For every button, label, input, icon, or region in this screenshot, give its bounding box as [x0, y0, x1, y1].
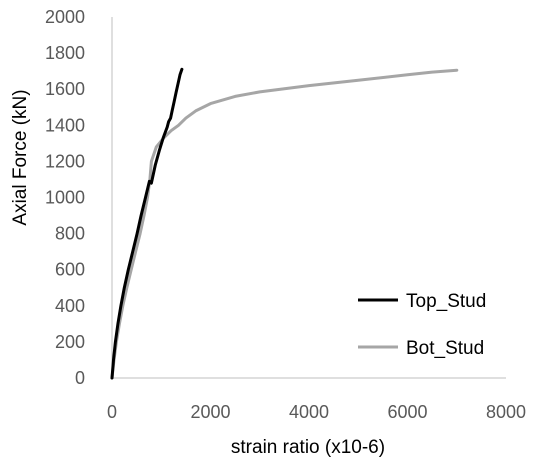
y-tick-label: 1600	[45, 79, 85, 99]
legend-label: Bot_Stud	[406, 338, 484, 359]
legend-label: Top_Stud	[406, 291, 486, 312]
x-axis-title: strain ratio (x10-6)	[231, 437, 385, 458]
y-tick-label: 1800	[45, 43, 85, 63]
y-tick-label: 400	[55, 296, 85, 316]
x-tick-label: 4000	[289, 402, 329, 422]
x-tick-label: 0	[107, 402, 117, 422]
y-tick-label: 2000	[45, 7, 85, 27]
y-tick-label: 1200	[45, 151, 85, 171]
y-tick-label: 600	[55, 260, 85, 280]
y-tick-label: 800	[55, 224, 85, 244]
series-layer	[110, 67, 459, 380]
y-tick-labels: 0 200 400 600 800 1000 1200 1400 1600 1800 2000	[45, 7, 85, 388]
x-tick-label: 6000	[387, 402, 427, 422]
y-tick-label: 1400	[45, 115, 85, 135]
x-tick-label: 8000	[486, 402, 526, 422]
y-tick-label: 200	[55, 332, 85, 352]
y-tick-label: 0	[75, 368, 85, 388]
x-tick-labels: 0 2000 4000 6000 8000	[107, 402, 526, 422]
series-line-bot-stud	[110, 68, 459, 380]
plot-area: 0 200 400 600 800 1000 1200 1400 1600 1800 2000 0 2…	[45, 7, 526, 422]
x-tick-label: 2000	[190, 402, 230, 422]
y-axis-title: Axial Force (kN)	[10, 89, 31, 225]
y-tick-label: 1000	[45, 188, 85, 208]
series-line-top-stud	[110, 67, 184, 380]
legend: Top_Stud Bot_Stud	[358, 291, 486, 359]
